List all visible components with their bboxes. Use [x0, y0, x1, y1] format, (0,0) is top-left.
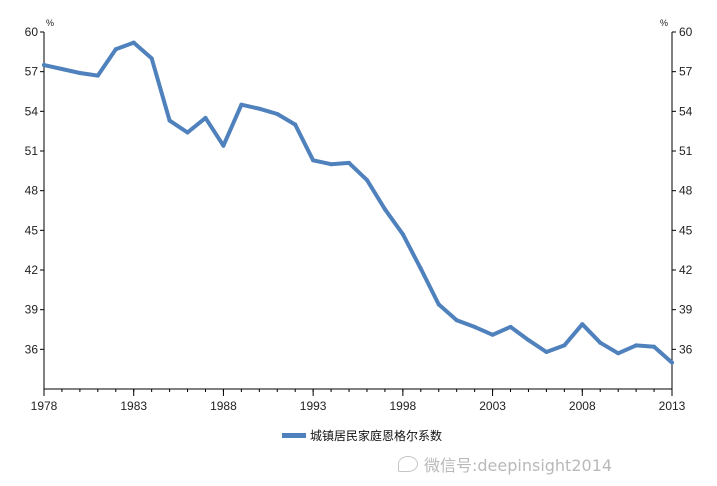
data-point — [293, 122, 298, 127]
data-point — [347, 160, 352, 165]
data-point — [275, 111, 280, 116]
y-tick-label-right: 42 — [679, 263, 693, 277]
x-tick-label: 1993 — [300, 399, 327, 413]
data-point — [508, 324, 513, 329]
legend-swatch — [282, 433, 306, 438]
y-tick-label-left: 51 — [25, 144, 39, 158]
chart-legend: 城镇居民家庭恩格尔系数 — [282, 427, 442, 444]
chart-series — [42, 40, 674, 365]
data-point — [454, 318, 459, 323]
x-tick-label: 2003 — [479, 399, 506, 413]
data-point — [311, 158, 316, 163]
watermark-text: 微信号:deepinsight2014 — [424, 456, 613, 475]
x-tick-label: 1998 — [390, 399, 417, 413]
y-tick-label-left: 36 — [25, 342, 39, 356]
y-tick-label-right: 36 — [679, 342, 693, 356]
data-point — [562, 343, 567, 348]
data-point — [257, 106, 262, 111]
y-tick-label-right: 54 — [679, 104, 693, 118]
y-tick-label-left: 45 — [25, 223, 39, 237]
y-tick-label-left: 42 — [25, 263, 39, 277]
data-point — [490, 332, 495, 337]
series-line — [42, 40, 674, 365]
y-unit-right: % — [660, 18, 668, 28]
data-point — [382, 207, 387, 212]
x-tick-label: 2008 — [569, 399, 596, 413]
data-point — [364, 178, 369, 183]
y-tick-label-left: 57 — [25, 65, 39, 79]
y-tick-label-left: 54 — [25, 104, 39, 118]
data-point — [436, 302, 441, 307]
data-point — [670, 360, 674, 365]
chart-ticks: % % 36 36 39 39 42 42 45 45 48 48 51 51 54 54 57 57 60 60 19… — [25, 18, 693, 413]
data-point — [472, 324, 477, 329]
data-point — [400, 232, 405, 237]
legend-label: 城镇居民家庭恩格尔系数 — [310, 429, 443, 443]
data-point — [616, 351, 621, 356]
x-tick-label: 1988 — [210, 399, 237, 413]
x-tick-label: 1983 — [120, 399, 147, 413]
data-point — [329, 162, 334, 167]
data-point — [652, 344, 657, 349]
data-point — [221, 143, 226, 148]
data-point — [526, 338, 531, 343]
y-tick-label-right: 45 — [679, 223, 693, 237]
y-tick-label-right: 60 — [679, 25, 693, 39]
data-point — [42, 63, 46, 68]
y-tick-label-right: 39 — [679, 303, 693, 317]
data-point — [95, 73, 100, 78]
data-point — [239, 102, 244, 107]
y-tick-label-left: 48 — [25, 184, 39, 198]
data-point — [77, 70, 82, 75]
data-point — [418, 266, 423, 271]
data-point — [598, 340, 603, 345]
y-tick-label-right: 48 — [679, 184, 693, 198]
data-point — [131, 40, 136, 45]
data-point — [149, 56, 154, 61]
wechat-icon — [398, 456, 418, 472]
x-tick-label: 1978 — [31, 399, 58, 413]
y-tick-label-left: 60 — [25, 25, 39, 39]
chart-axes — [43, 32, 673, 390]
y-tick-label-right: 57 — [679, 65, 693, 79]
y-tick-label-left: 39 — [25, 303, 39, 317]
x-tick-label: 2013 — [659, 399, 686, 413]
data-point — [544, 349, 549, 354]
data-point — [167, 118, 172, 123]
data-point — [203, 115, 208, 120]
data-point — [580, 322, 585, 327]
data-point — [59, 67, 64, 72]
data-point — [634, 343, 639, 348]
y-tick-label-right: 51 — [679, 144, 693, 158]
data-point — [113, 47, 118, 52]
data-point — [185, 130, 190, 135]
watermark: 微信号:deepinsight2014 — [398, 452, 612, 476]
y-unit-left: % — [46, 18, 54, 28]
